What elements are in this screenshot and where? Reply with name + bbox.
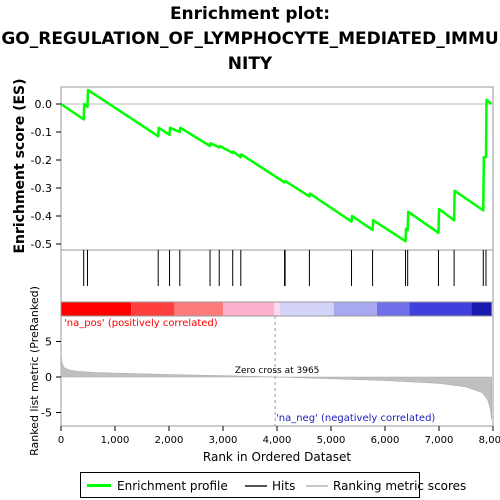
xlabel: Rank in Ordered Dataset <box>203 450 351 464</box>
heat-band-segment <box>279 302 334 316</box>
enrichment-profile-line <box>60 88 493 243</box>
pos-label: 'na_pos' (positively correlated) <box>64 318 218 329</box>
chart-title: Enrichment plot: GO_REGULATION_OF_LYMPHO… <box>1 4 499 74</box>
xtick-label: 4,000 <box>263 435 292 446</box>
es-ytick-label: -0.2 <box>31 154 52 167</box>
xtick-label: 8,000 <box>479 435 500 446</box>
heat-band-segment <box>471 302 492 316</box>
xtick-label: 6,000 <box>371 435 400 446</box>
xtick-label: 3,000 <box>209 435 238 446</box>
es-ytick-label: 0.0 <box>35 98 53 111</box>
es-ytick-label: -0.5 <box>31 238 52 251</box>
heat-band-segment <box>61 302 132 316</box>
heat-band-segment <box>274 302 280 316</box>
neg-label: 'na_neg' (negatively correlated) <box>276 413 435 424</box>
xtick-label: 0 <box>58 435 64 446</box>
legend-hits-label: Hits <box>272 479 296 493</box>
legend-hits-swatch <box>245 485 267 487</box>
legend: Enrichment profile Hits Ranking metric s… <box>80 472 466 498</box>
xtick-label: 1,000 <box>101 435 130 446</box>
metric-ytick-label: 0 <box>45 371 52 384</box>
heat-band-segment <box>333 302 377 316</box>
metric-ylabel: Ranked list metric (PreRanked) <box>28 286 41 456</box>
legend-ranking-label: Ranking metric scores <box>333 479 467 493</box>
heat-band-segment <box>223 302 275 316</box>
metric-ytick-label: 5 <box>45 336 52 349</box>
es-ytick-label: -0.3 <box>31 182 52 195</box>
metric-ytick-label: -5 <box>41 407 52 420</box>
legend-enrichment-swatch <box>87 484 111 487</box>
heat-band-segment <box>376 302 410 316</box>
heat-band-segment <box>131 302 175 316</box>
es-panel <box>60 86 494 251</box>
es-ylabel: Enrichment score (ES) <box>12 78 28 253</box>
zero-cross-label: Zero cross at 3965 <box>235 366 320 376</box>
legend-enrichment-label: Enrichment profile <box>117 479 228 493</box>
xtick-label: 7,000 <box>425 435 454 446</box>
legend-ranking-swatch <box>306 485 328 487</box>
xtick-label: 5,000 <box>317 435 346 446</box>
heat-band-segment <box>174 302 223 316</box>
heat-band-segment <box>409 302 472 316</box>
hits-panel <box>60 249 494 303</box>
es-ytick-label: -0.4 <box>31 210 52 223</box>
xtick-label: 2,000 <box>155 435 184 446</box>
metric-panel <box>60 315 494 427</box>
es-ytick-label: -0.1 <box>31 126 52 139</box>
